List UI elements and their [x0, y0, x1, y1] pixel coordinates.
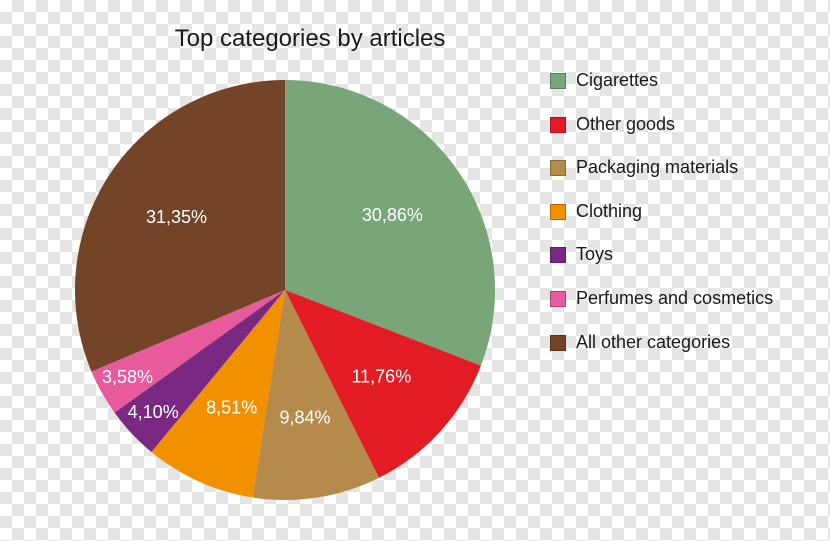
legend-label: Perfumes and cosmetics	[576, 288, 780, 310]
legend-swatch	[550, 117, 566, 133]
slice-label: 4,10%	[128, 402, 179, 422]
legend-item: Toys	[550, 244, 780, 266]
legend-swatch	[550, 335, 566, 351]
legend-item: All other categories	[550, 332, 780, 354]
legend-item: Clothing	[550, 201, 780, 223]
legend-label: Toys	[576, 244, 780, 266]
legend-label: Cigarettes	[576, 70, 780, 92]
chart-area: Top categories by articles 30,86% 11,76% 9…	[50, 25, 780, 515]
legend-label: Packaging materials	[576, 157, 780, 179]
legend-label: Other goods	[576, 114, 780, 136]
slice-label: 8,51%	[206, 398, 257, 418]
canvas: Top categories by articles 30,86% 11,76% 9…	[0, 0, 830, 541]
legend-item: Perfumes and cosmetics	[550, 288, 780, 310]
legend-swatch	[550, 247, 566, 263]
slice-label: 9,84%	[280, 407, 331, 427]
slice-label: 3,58%	[102, 367, 153, 387]
slice-label: 11,76%	[351, 366, 411, 386]
legend-label: All other categories	[576, 332, 780, 354]
slice-label: 31,35%	[146, 207, 207, 227]
legend-item: Packaging materials	[550, 157, 780, 179]
slice-label: 30,86%	[362, 205, 423, 225]
pie-slices	[75, 80, 495, 500]
legend-label: Clothing	[576, 201, 780, 223]
pie-chart: 30,86% 11,76% 9,84% 8,51% 4,10% 3,58% 31,35%	[70, 75, 500, 505]
legend-item: Cigarettes	[550, 70, 780, 92]
legend-swatch	[550, 160, 566, 176]
legend-swatch	[550, 73, 566, 89]
legend: Cigarettes Other goods Packaging materials…	[550, 70, 780, 353]
legend-swatch	[550, 204, 566, 220]
pie-wrap: 30,86% 11,76% 9,84% 8,51% 4,10% 3,58% 31,35%	[70, 75, 500, 505]
legend-swatch	[550, 291, 566, 307]
legend-item: Other goods	[550, 114, 780, 136]
chart-title: Top categories by articles	[50, 25, 570, 53]
